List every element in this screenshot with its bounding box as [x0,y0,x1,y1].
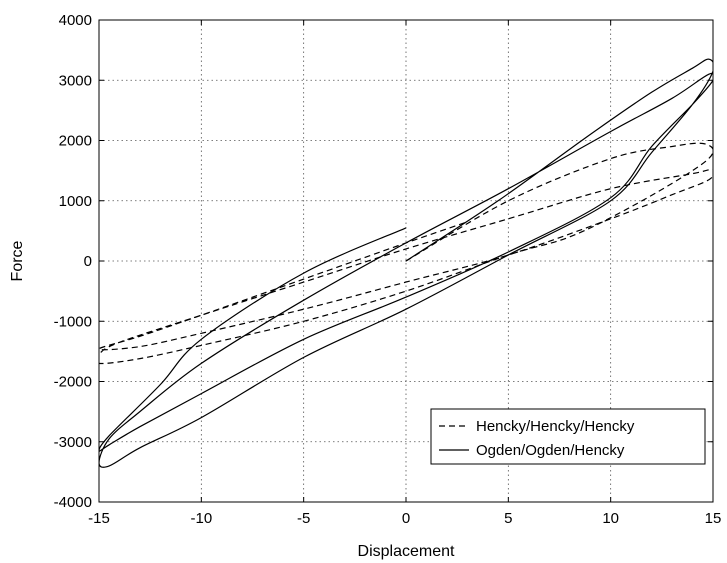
legend-label-ogden: Ogden/Ogden/Hencky [476,442,625,459]
y-tick-label: 3000 [59,72,92,89]
y-tick-label: 4000 [59,12,92,29]
x-tick-label: 10 [602,510,619,527]
y-tick-label: 0 [84,253,92,270]
y-tick-label: 2000 [59,133,92,150]
y-tick-label: -1000 [54,313,92,330]
x-tick-label: -15 [88,510,110,527]
x-axis-label: Displacement [358,543,455,560]
legend-label-hencky: Hencky/Hencky/Hencky [476,418,635,435]
axis-tick-labels: -15 -10 -5 0 5 10 15 -4000 -3000 -2000 -1000 0 1000 2… [54,12,722,527]
axis-ticks [98,19,714,503]
legend: Hencky/Hencky/Hencky Ogden/Ogden/Hencky [430,408,706,465]
x-tick-label: 0 [402,510,410,527]
hencky-series-line [99,142,713,365]
y-axis-label: Force [9,240,26,281]
x-tick-label: -5 [297,510,310,527]
x-tick-label: -10 [190,510,212,527]
y-tick-label: -2000 [54,374,92,391]
x-tick-label: 5 [504,510,512,527]
legend-box [430,408,706,465]
ogden-series-line [99,58,713,468]
y-tick-label: 1000 [59,193,92,210]
x-tick-label: 15 [705,510,722,527]
plot-curves [99,58,713,468]
y-tick-label: -3000 [54,434,92,451]
y-tick-label: -4000 [54,494,92,511]
